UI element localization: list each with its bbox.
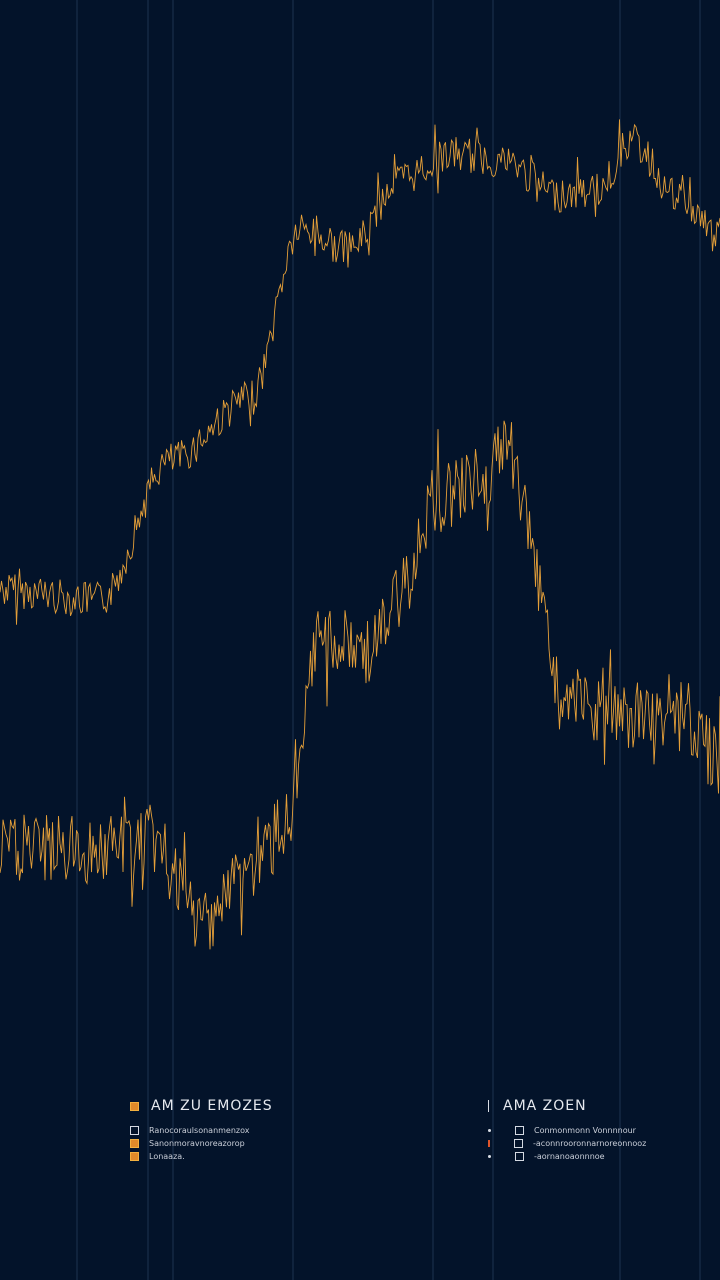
- legend-swatch-icon: [130, 1126, 139, 1135]
- legend-item: Lonaaza.: [130, 1150, 273, 1163]
- legend-swatch-icon: [515, 1152, 524, 1161]
- legend-item: Ranocoraulsonanmenzox: [130, 1124, 273, 1137]
- legend-swatch-icon: [130, 1101, 139, 1111]
- bullet-icon: [488, 1155, 491, 1158]
- legend-title: AM ZU EMOZES: [151, 1098, 273, 1114]
- legend-item: Conmonmonn Vonnnnour: [488, 1124, 646, 1137]
- legend-item-label: Sanonmoravnoreazorop: [149, 1139, 245, 1148]
- legend-swatch-icon: [130, 1139, 139, 1148]
- legend-item-label: -aconnrooronnarnoreonnooz: [533, 1139, 647, 1148]
- legend-item-label: Lonaaza.: [149, 1152, 185, 1161]
- legend-item-label: Ranocoraulsonanmenzox: [149, 1126, 250, 1135]
- legend-swatch-icon: [515, 1126, 524, 1135]
- legend-item: -aornanoaonnnoe: [488, 1150, 646, 1163]
- legend-right: AMA ZOEN Conmonmonn Vonnnnour -aconnroor…: [488, 1098, 646, 1163]
- legend-item-label: Conmonmonn Vonnnnour: [534, 1126, 636, 1135]
- legend-left: AM ZU EMOZES Ranocoraulsonanmenzox Sanon…: [130, 1098, 273, 1163]
- legend-item: -aconnrooronnarnoreonnooz: [488, 1137, 646, 1150]
- legend-title: AMA ZOEN: [503, 1098, 587, 1114]
- series-line-1: [0, 119, 720, 625]
- legend-swatch-icon: [514, 1139, 523, 1148]
- legend-swatch-icon: [130, 1152, 139, 1161]
- bullet-icon: [488, 1129, 491, 1132]
- legend-item: Sanonmoravnoreazorop: [130, 1137, 273, 1150]
- divider: [488, 1100, 489, 1112]
- series-line-2: [0, 420, 720, 950]
- legend-item-label: -aornanoaonnnoe: [534, 1152, 605, 1161]
- bullet-icon: [488, 1140, 490, 1147]
